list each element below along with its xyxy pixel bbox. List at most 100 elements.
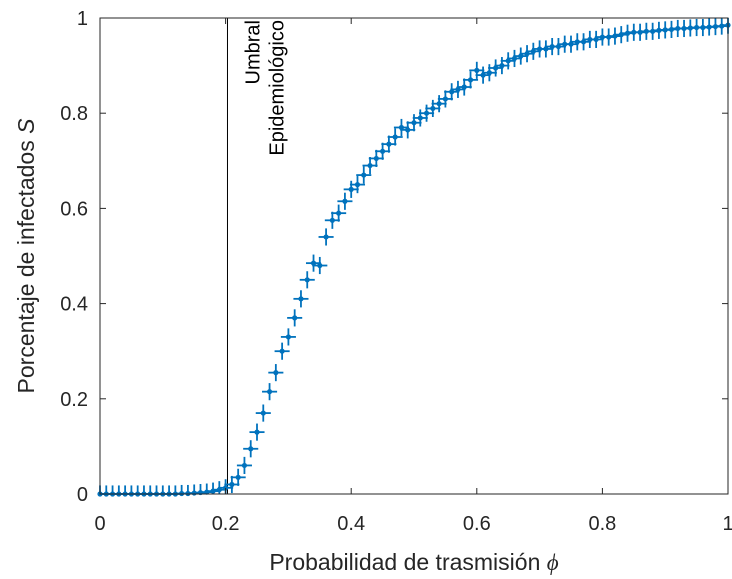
axes-box <box>99 17 729 495</box>
data-point <box>224 475 240 494</box>
data-point <box>513 47 529 65</box>
point-marker <box>386 141 392 147</box>
x-tick-label: 0.2 <box>212 513 240 535</box>
x-axis-label-text: Probabilidad de trasmisión <box>269 549 540 575</box>
data-point <box>362 156 378 175</box>
data-point <box>475 66 491 84</box>
data-point <box>268 364 284 382</box>
data-point <box>400 121 416 139</box>
data-point <box>236 456 252 475</box>
data-point <box>305 254 322 272</box>
point-marker <box>398 124 405 131</box>
data-point <box>312 256 328 275</box>
data-point <box>456 78 472 96</box>
point-marker <box>455 86 461 92</box>
y-axis-symbol: S <box>13 118 39 134</box>
data-point <box>563 35 579 53</box>
data-point <box>349 176 366 194</box>
point-marker <box>568 41 574 47</box>
data-point <box>481 64 497 82</box>
x-axis-symbol: ϕ <box>547 550 559 575</box>
data-point <box>318 228 334 246</box>
point-marker <box>223 485 229 491</box>
point-marker <box>405 127 411 133</box>
point-marker <box>292 315 298 321</box>
x-tick-label: 0.8 <box>588 513 616 535</box>
plot-area <box>100 18 728 494</box>
y-tick-label: 0.4 <box>60 294 88 316</box>
data-point <box>262 383 278 401</box>
point-marker <box>298 296 304 302</box>
data-point <box>550 37 566 56</box>
y-axis-label: Porcentaje de infectados S <box>13 118 39 394</box>
point-marker <box>310 260 317 266</box>
point-marker <box>480 72 486 78</box>
point-marker <box>254 429 260 435</box>
data-point <box>444 83 460 101</box>
threshold-label: Umbral Epidemiológico <box>242 20 288 156</box>
point-marker <box>354 182 361 188</box>
point-marker <box>543 46 549 52</box>
point-marker <box>461 84 467 90</box>
point-marker <box>530 48 536 54</box>
x-tick-label: 0.4 <box>337 513 365 535</box>
point-marker <box>580 39 587 45</box>
y-tick-label: 0.6 <box>60 198 88 220</box>
data-point <box>506 49 523 68</box>
data-point <box>406 114 422 132</box>
point-marker <box>304 277 310 283</box>
point-marker <box>499 63 505 69</box>
data-point <box>337 192 353 210</box>
x-axis-label: Probabilidad de trasmisión ϕ <box>269 549 558 575</box>
point-marker <box>430 105 436 112</box>
data-point <box>356 166 372 184</box>
point-marker <box>235 474 241 480</box>
x-tick-label: 0 <box>94 513 105 535</box>
data-point <box>287 309 303 327</box>
point-marker <box>436 101 442 107</box>
data-point <box>588 30 604 48</box>
data-point <box>331 204 347 222</box>
point-marker <box>505 58 511 64</box>
y-tick-label: 0.8 <box>60 103 88 125</box>
point-marker <box>474 67 480 73</box>
point-marker <box>593 36 599 43</box>
point-marker <box>348 186 354 192</box>
data-point <box>243 440 259 458</box>
data-point <box>425 99 441 118</box>
threshold-label-line: Epidemiológico <box>266 20 288 156</box>
point-marker <box>323 234 329 240</box>
point-marker <box>423 110 430 116</box>
point-marker <box>555 43 562 50</box>
data-point <box>343 180 359 198</box>
point-marker <box>229 481 235 488</box>
data-point <box>368 149 384 167</box>
point-marker <box>241 462 248 469</box>
data-point <box>381 135 397 153</box>
point-marker <box>518 53 524 59</box>
point-marker <box>380 148 386 154</box>
point-marker <box>511 55 518 62</box>
data-point <box>538 40 554 58</box>
data-point <box>299 271 315 289</box>
data-point <box>494 57 510 75</box>
point-marker <box>417 115 423 121</box>
data-point <box>230 468 246 486</box>
point-marker <box>367 162 373 169</box>
point-marker <box>442 96 448 102</box>
point-marker <box>373 155 379 162</box>
point-marker <box>317 262 323 269</box>
data-point <box>500 52 516 70</box>
data-point <box>525 42 541 60</box>
x-tick-label: 0.6 <box>463 513 491 535</box>
threshold-label-line: Umbral <box>242 20 264 84</box>
point-marker <box>273 370 279 376</box>
point-marker <box>524 51 530 57</box>
data-point <box>488 59 504 77</box>
data-point <box>469 61 485 79</box>
data-point <box>450 80 466 98</box>
data-point <box>375 142 391 160</box>
y-axis-label-text: Porcentaje de infectados <box>13 140 39 393</box>
data-point <box>412 109 428 127</box>
